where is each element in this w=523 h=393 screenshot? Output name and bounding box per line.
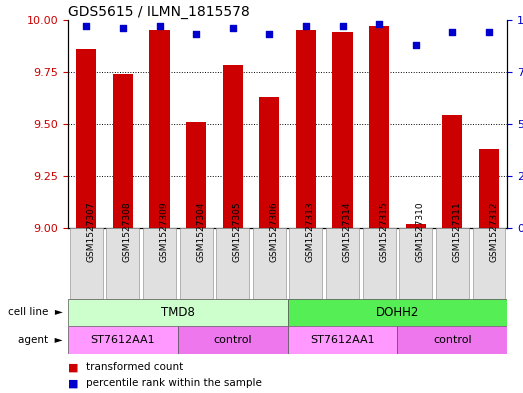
- Text: GSM1527308: GSM1527308: [123, 201, 132, 262]
- FancyBboxPatch shape: [290, 228, 322, 299]
- Text: ST7612AA1: ST7612AA1: [310, 335, 375, 345]
- FancyBboxPatch shape: [326, 228, 359, 299]
- Point: [338, 23, 347, 29]
- FancyBboxPatch shape: [180, 228, 212, 299]
- FancyBboxPatch shape: [178, 326, 288, 354]
- Bar: [333, 32, 353, 228]
- Bar: [113, 74, 133, 228]
- Point: [192, 31, 200, 37]
- Bar: [406, 224, 426, 228]
- FancyBboxPatch shape: [70, 228, 103, 299]
- Point: [375, 21, 383, 27]
- FancyBboxPatch shape: [362, 228, 395, 299]
- Text: GSM1527311: GSM1527311: [452, 201, 461, 262]
- Text: ■: ■: [68, 362, 78, 373]
- Bar: [369, 26, 389, 228]
- Bar: [479, 149, 499, 228]
- Bar: [296, 30, 316, 228]
- FancyBboxPatch shape: [68, 299, 288, 326]
- Point: [155, 23, 164, 29]
- Text: GSM1527314: GSM1527314: [343, 201, 351, 262]
- Bar: [186, 122, 206, 228]
- Text: control: control: [433, 335, 472, 345]
- Text: ■: ■: [68, 378, 78, 388]
- Text: TMD8: TMD8: [161, 306, 195, 319]
- Text: GSM1527305: GSM1527305: [233, 201, 242, 262]
- Point: [265, 31, 274, 37]
- Text: transformed count: transformed count: [86, 362, 184, 373]
- Text: GSM1527313: GSM1527313: [306, 201, 315, 262]
- Point: [485, 29, 493, 35]
- Text: agent  ►: agent ►: [18, 335, 63, 345]
- FancyBboxPatch shape: [436, 228, 469, 299]
- FancyBboxPatch shape: [397, 326, 507, 354]
- Point: [82, 23, 90, 29]
- FancyBboxPatch shape: [400, 228, 433, 299]
- Text: GSM1527307: GSM1527307: [86, 201, 95, 262]
- FancyBboxPatch shape: [68, 326, 178, 354]
- Text: GSM1527312: GSM1527312: [489, 201, 498, 262]
- FancyBboxPatch shape: [288, 326, 397, 354]
- Point: [229, 25, 237, 31]
- Bar: [259, 97, 279, 228]
- FancyBboxPatch shape: [473, 228, 505, 299]
- Bar: [150, 30, 169, 228]
- FancyBboxPatch shape: [253, 228, 286, 299]
- Bar: [76, 49, 96, 228]
- FancyBboxPatch shape: [288, 299, 507, 326]
- Text: cell line  ►: cell line ►: [8, 307, 63, 318]
- Bar: [442, 116, 462, 228]
- Text: GSM1527309: GSM1527309: [160, 201, 168, 262]
- Text: control: control: [213, 335, 252, 345]
- Bar: [223, 66, 243, 228]
- FancyBboxPatch shape: [107, 228, 139, 299]
- FancyBboxPatch shape: [217, 228, 249, 299]
- Text: DOHH2: DOHH2: [376, 306, 419, 319]
- Text: GSM1527315: GSM1527315: [379, 201, 388, 262]
- Text: percentile rank within the sample: percentile rank within the sample: [86, 378, 262, 388]
- FancyBboxPatch shape: [143, 228, 176, 299]
- Text: GSM1527304: GSM1527304: [196, 201, 205, 262]
- Point: [448, 29, 457, 35]
- Text: GSM1527306: GSM1527306: [269, 201, 278, 262]
- Text: GSM1527310: GSM1527310: [416, 201, 425, 262]
- Point: [119, 25, 127, 31]
- Point: [302, 23, 310, 29]
- Text: ST7612AA1: ST7612AA1: [90, 335, 155, 345]
- Point: [412, 42, 420, 48]
- Text: GDS5615 / ILMN_1815578: GDS5615 / ILMN_1815578: [68, 5, 250, 18]
